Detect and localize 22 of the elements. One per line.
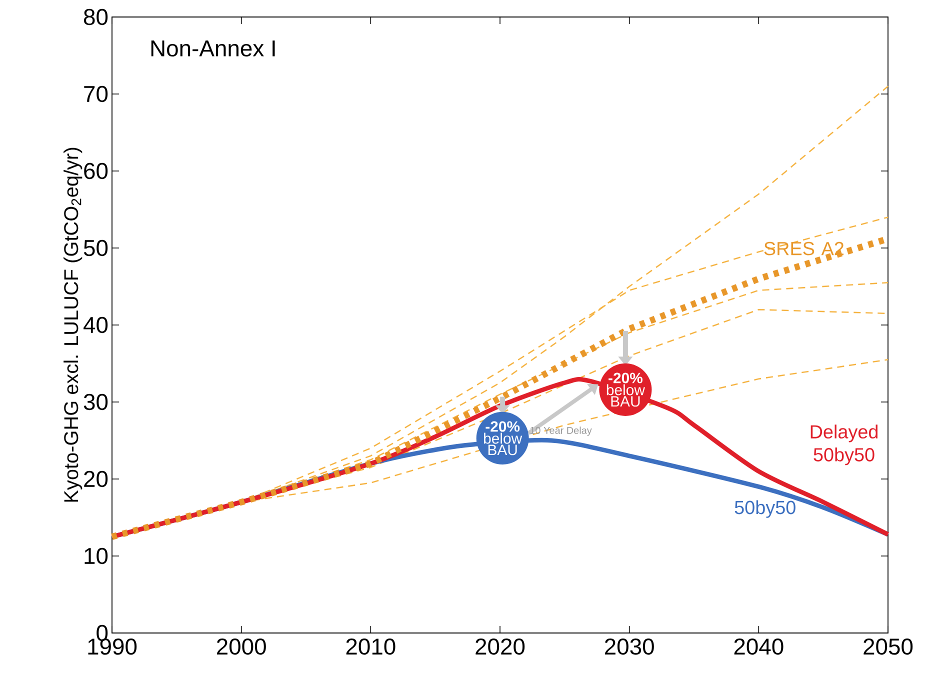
x-tick-label: 2030	[605, 638, 654, 655]
y-tick-label: 20	[84, 470, 108, 488]
y-tick-label: 60	[84, 162, 108, 180]
x-tick-label: 2050	[864, 638, 913, 655]
series-label: 50by50	[734, 500, 796, 518]
y-tick-label: 30	[84, 394, 108, 410]
annotation: -20% below BAU	[484, 421, 522, 456]
y-tick-label: 10	[84, 548, 108, 564]
x-tick-label: 2020	[476, 638, 525, 655]
annotation: 10 Year Delay	[530, 426, 592, 436]
x-tick-label: 2040	[734, 638, 784, 655]
x-tick-label: 2010	[346, 638, 396, 655]
x-tick-label: 1990	[88, 638, 137, 655]
annotation: -20% below BAU	[606, 372, 646, 407]
text: Non-Annex I	[151, 40, 275, 57]
x-tick-label: 2000	[217, 638, 266, 655]
y-tick-label: 40	[84, 316, 108, 334]
y-axis-title: Kyoto-GHG excl. LULUCF (GtCO$_{2}$eq/yr)	[64, 148, 82, 502]
y-tick-label: 80	[84, 8, 108, 26]
y-tick-label: 50	[84, 240, 108, 256]
series-label: Delayed 50by50	[810, 424, 878, 466]
y-tick-label: 70	[84, 86, 108, 102]
